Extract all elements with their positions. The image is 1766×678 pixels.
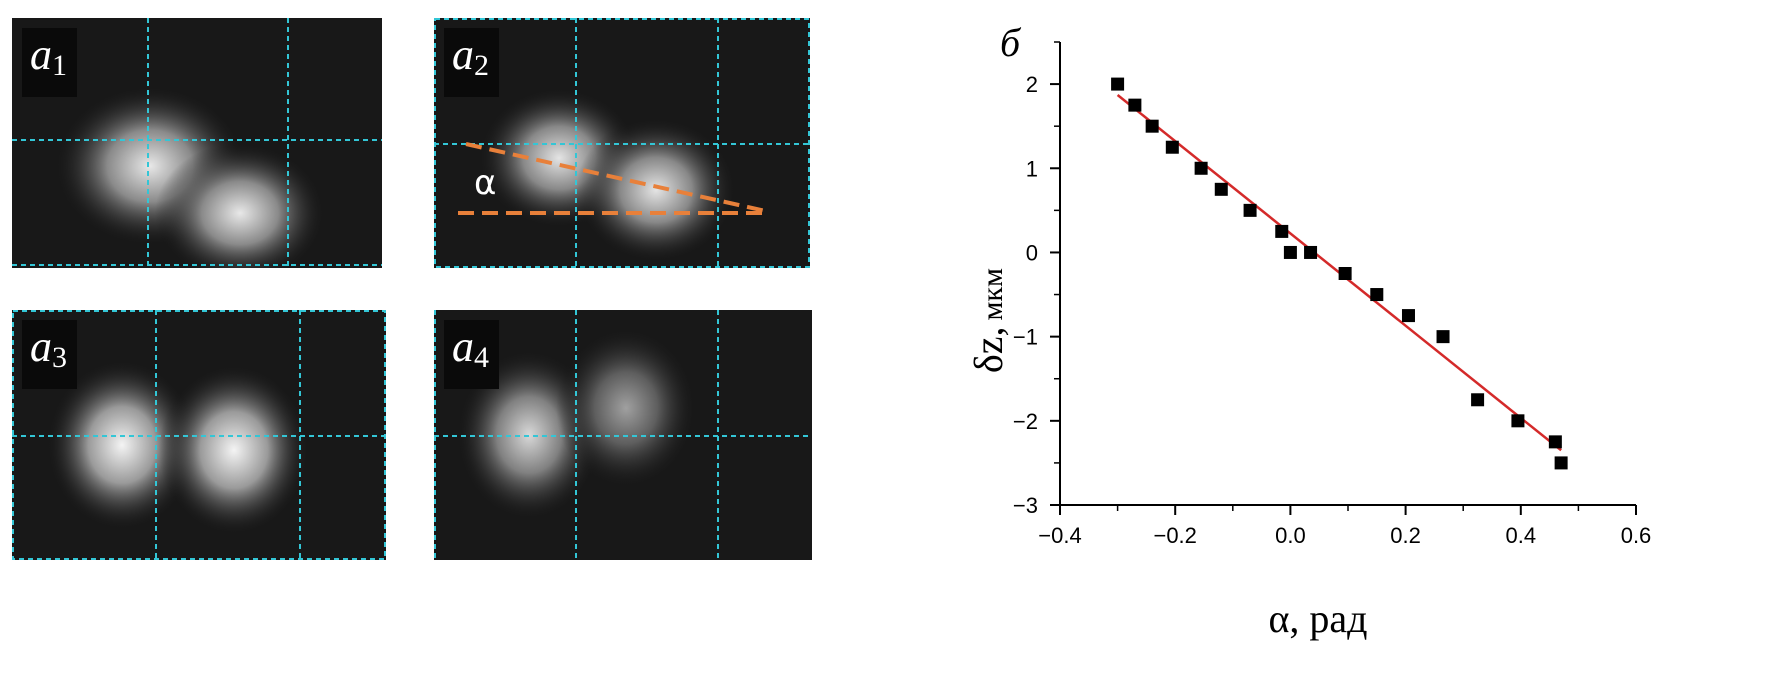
y-tick-label: −2 xyxy=(1013,409,1038,434)
x-tick-label: −0.2 xyxy=(1153,523,1196,548)
y-tick-label: −1 xyxy=(1013,325,1038,350)
angle-lines xyxy=(458,142,771,215)
x-tick-label: 0.0 xyxy=(1275,523,1306,548)
data-point xyxy=(1436,330,1450,344)
data-point xyxy=(1243,203,1257,217)
data-point xyxy=(1275,224,1289,238)
data-point xyxy=(1338,267,1352,280)
data-point xyxy=(1111,77,1125,91)
angle-alpha-label: α xyxy=(474,163,497,203)
data-point xyxy=(1194,161,1208,175)
y-tick-label: 0 xyxy=(1026,240,1038,265)
panel-label-a4: a4 xyxy=(444,320,499,389)
x-tick-label: 0.2 xyxy=(1390,523,1421,548)
spot-image-a4 xyxy=(434,310,812,560)
y-tick-label: 2 xyxy=(1026,72,1038,97)
y-axis-label-group: δz,мкм xyxy=(966,268,1011,373)
image-panel-a1: a1 xyxy=(12,18,382,268)
x-tick-label: 0.6 xyxy=(1621,523,1652,548)
data-point xyxy=(1283,245,1297,259)
data-point xyxy=(1554,456,1568,470)
image-panel-a3: a3 xyxy=(12,310,386,560)
spot-image-a3 xyxy=(12,310,386,560)
spot-image-a1 xyxy=(12,18,382,268)
data-point xyxy=(1165,140,1179,154)
image-panel-a4: a4 xyxy=(434,310,812,560)
data-point xyxy=(1548,435,1562,449)
spot-image-a2 xyxy=(434,18,810,268)
data-point xyxy=(1471,393,1485,407)
panel-label-a3: a3 xyxy=(22,320,77,389)
data-point xyxy=(1145,119,1159,133)
data-point xyxy=(1511,414,1525,428)
data-point xyxy=(1128,98,1142,112)
panel-label-a1: a1 xyxy=(22,28,77,97)
data-point xyxy=(1401,309,1415,323)
scatter-chart: б −0.4 −0.2 0.0 0.2 0.4 0.6 −3 −2 −1 0 1 2 α, рад δ… xyxy=(966,20,1652,641)
y-tick-label: −3 xyxy=(1013,493,1038,518)
data-points xyxy=(1111,77,1568,470)
x-axis-label: α, рад xyxy=(1268,596,1367,641)
y-tick-label: 1 xyxy=(1026,156,1038,181)
chart-axes: −0.4 −0.2 0.0 0.2 0.4 0.6 −3 −2 −1 0 1 2 xyxy=(1013,41,1652,548)
x-tick-label: −0.4 xyxy=(1038,523,1081,548)
x-tick-label: 0.4 xyxy=(1506,523,1537,548)
y-axis-label: δz,мкм xyxy=(966,268,1011,373)
image-panel-a2: a2 α xyxy=(434,18,810,268)
chart-panel-label: б xyxy=(1000,20,1022,65)
data-point xyxy=(1304,245,1318,259)
data-point xyxy=(1370,288,1384,302)
data-point xyxy=(1214,182,1228,196)
panel-label-a2: a2 xyxy=(444,28,499,97)
